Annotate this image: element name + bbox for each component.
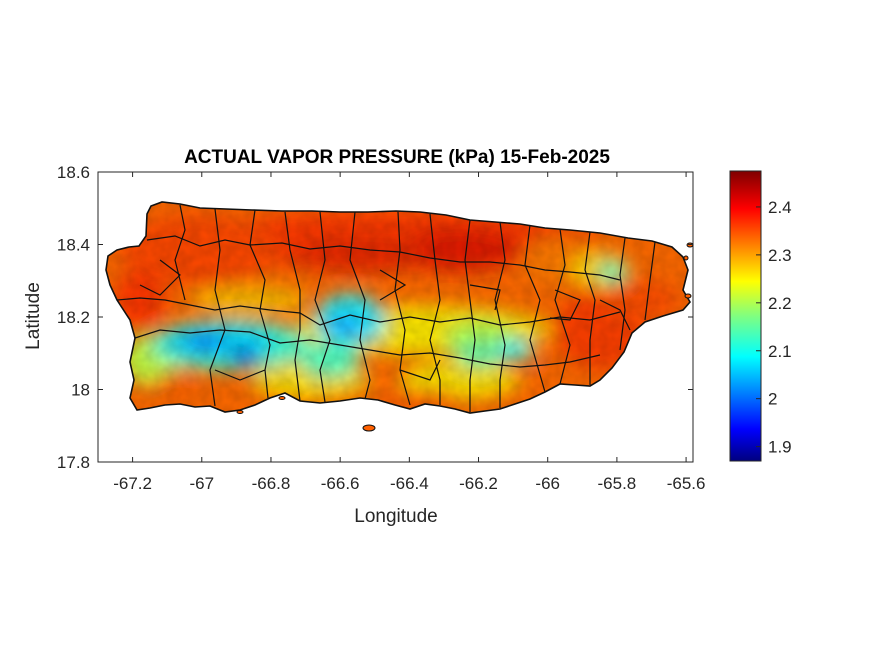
y-axis: 17.8 18 18.2 18.4 18.6 — [57, 163, 693, 472]
municipality-boundary — [584, 231, 596, 385]
y-tick-label: 17.8 — [57, 453, 90, 472]
colorbar — [729, 170, 762, 462]
municipality-boundary — [429, 213, 441, 405]
municipality-boundary — [644, 241, 656, 321]
x-tick-label: -66.6 — [321, 474, 360, 493]
municipality-boundary — [524, 224, 546, 393]
y-tick-label: 18.6 — [57, 163, 90, 182]
x-tick-label: -65.8 — [598, 474, 637, 493]
municipality-boundaries — [116, 204, 656, 412]
islet — [278, 396, 286, 400]
x-tick-label: -67 — [189, 474, 214, 493]
x-axis-label: Longitude — [354, 506, 437, 527]
x-tick-label: -67.2 — [113, 474, 152, 493]
colorbar-tick-label: 2.3 — [768, 246, 792, 265]
municipality-boundary — [549, 289, 581, 321]
municipality-boundary — [494, 221, 506, 408]
islet — [362, 424, 376, 432]
municipality-boundary — [399, 359, 441, 381]
colorbar-tick-label: 1.9 — [768, 438, 792, 457]
municipality-boundary — [116, 297, 621, 326]
municipality-boundary — [349, 211, 371, 400]
municipality-boundary — [379, 269, 407, 301]
y-tick-label: 18 — [71, 381, 90, 400]
x-tick-label: -66.4 — [390, 474, 429, 493]
x-tick-label: -66.2 — [459, 474, 498, 493]
x-axis: -67.2 -67 -66.8 -66.6 -66.4 -66.2 -66 -65.8 -65.… — [113, 172, 705, 493]
x-tick-label: -66.8 — [252, 474, 291, 493]
municipality-boundary — [599, 299, 631, 331]
islet — [684, 293, 692, 299]
municipality-boundary — [214, 369, 266, 381]
chart-title: ACTUAL VAPOR PRESSURE (kPa) 15-Feb-2025 — [184, 147, 610, 168]
colorbar-tick-label: 2.1 — [768, 342, 792, 361]
municipality-boundary — [314, 211, 331, 403]
municipality-boundary — [464, 219, 476, 412]
island-coastline — [105, 201, 691, 414]
colorbar-ticks: 1.9 2 2.1 2.2 2.3 2.4 — [756, 198, 792, 457]
y-tick-label: 18.4 — [57, 236, 90, 255]
municipality-boundary — [146, 235, 621, 281]
municipality-boundary — [134, 329, 601, 368]
municipality-boundary — [619, 237, 626, 351]
colorbar-tick-label: 2.4 — [768, 198, 792, 217]
small-islets — [236, 242, 694, 432]
municipality-boundary — [554, 228, 571, 385]
y-axis-label: Latitude — [23, 282, 44, 350]
municipality-boundary — [394, 211, 411, 406]
x-tick-label: -66 — [535, 474, 560, 493]
municipality-boundary — [284, 211, 301, 402]
colorbar-tick-label: 2 — [768, 390, 777, 409]
y-tick-label: 18.2 — [57, 308, 90, 327]
municipality-boundary — [469, 284, 501, 311]
municipality-boundary — [209, 208, 226, 407]
islet — [236, 410, 244, 414]
municipality-boundary — [174, 204, 186, 301]
municipality-boundary — [139, 259, 181, 296]
colorbar-tick-label: 2.2 — [768, 294, 792, 313]
vapor-pressure-field — [106, 202, 690, 413]
x-tick-label: -65.6 — [667, 474, 706, 493]
islet — [683, 255, 689, 261]
